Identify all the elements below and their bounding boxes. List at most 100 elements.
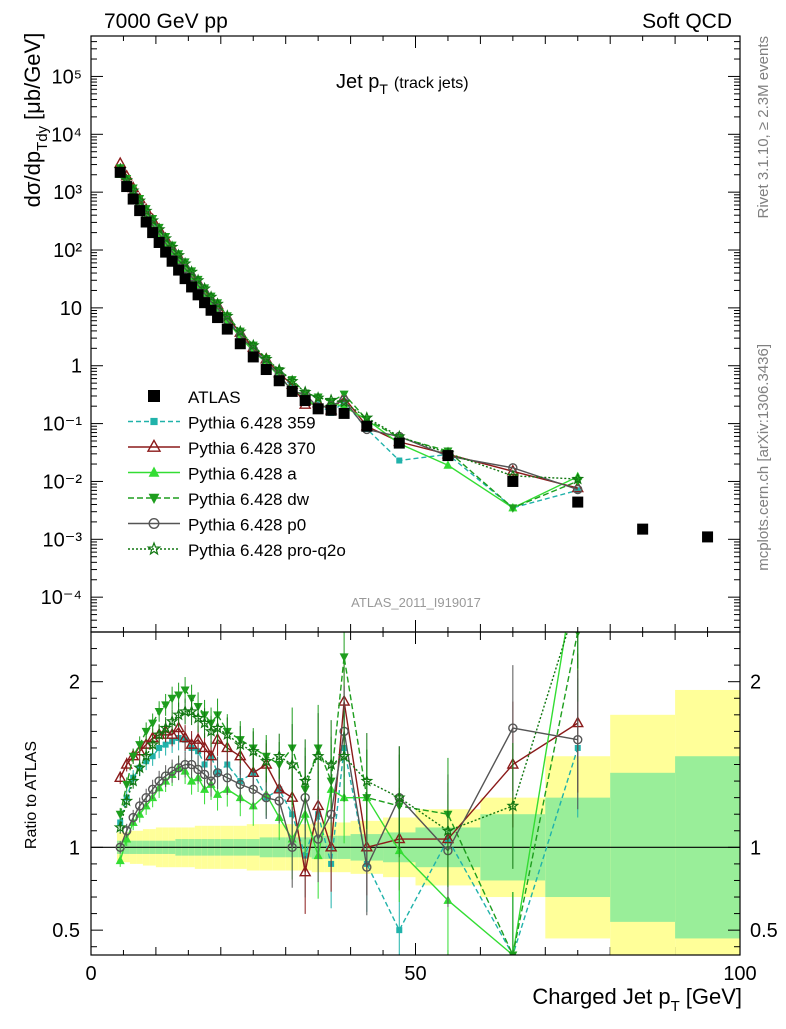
series-pq2o-point [337,395,351,408]
series-pq2o-ratio-point [191,711,205,724]
main-panel: 10⁻⁴ 10⁻³ 10⁻² 10⁻¹ 1 10 10² 10³ 10⁴ 10⁵ [41,35,741,955]
series-pp0-ratio-point [186,759,197,770]
header-right: Soft QCD [642,10,732,33]
series-pq2o-line [119,169,578,480]
series-pp0-ratio-point [222,773,232,783]
series-pq2o-ratio-point [246,744,260,757]
series-pa-ratio-point [573,552,582,561]
series-pp0-ratio-point [206,776,216,786]
series-pdw-ratio-point [141,727,151,737]
series-pq2o-ratio-point [337,749,351,762]
data-point [212,312,224,324]
series-pq2o-ratio-point [573,594,583,603]
series-pq2o-point [324,393,338,406]
legend-label-pp0: Pythia 6.428 p0 [188,516,306,535]
series-pdw-ratio-point [154,708,164,717]
ratio-y-tick-label-left: 1 [69,837,80,859]
ratio-plot-area [113,552,584,955]
series-pq2o-ratio-point [360,774,374,787]
series-pdw-ratio-point [180,686,190,695]
series-pq2o-ratio-point [126,774,140,787]
data-point [186,281,198,293]
series-pdw-ratio-point [161,701,171,710]
data-point [361,420,373,432]
y-tick-label: 10⁵ [51,66,82,88]
series-pq2o-ratio-point [113,820,127,833]
data-point [199,297,211,309]
data-point [121,181,133,193]
data-point [140,216,152,228]
series-p370-ratio-point [114,770,127,782]
ratio-panel: 0 50 100 0.5 0.5 1 1 2 2 [52,552,778,985]
series-pp0-line [119,172,578,491]
series-pdw-ratio-point [122,780,132,790]
series-pq2o-ratio-point [165,714,179,727]
series-pp0-ratio-point [193,764,203,775]
series-pq2o-point [211,297,224,310]
main-title: Jet pT (track jets) [336,71,469,97]
series-p370-ratio-point [198,741,211,753]
series-pq2o-point [272,362,286,376]
series-pp0-ratio-point [508,723,518,733]
series-pdw-ratio-point [148,719,158,729]
x-tick-label: 100 [723,963,756,985]
data-point [160,246,172,258]
series-pdw-point [508,504,518,513]
series-pa-ratio-point [187,776,197,785]
legend: ATLAS Pythia 6.428 359 Pythia 6.428 370 Pyt… [128,388,346,560]
legend-label-pdw: Pythia 6.428 dw [188,490,310,509]
series-pq2o-point [159,231,173,244]
legend-label-data: ATLAS [188,388,241,407]
x-tick-label: 0 [85,963,96,985]
series-pp0-ratio-point [261,792,271,803]
series-pdw-ratio-point [174,691,184,700]
series-pp0-ratio-point [180,759,190,770]
series-pq2o-ratio-point [298,774,312,787]
series-pq2o-ratio-point [259,754,273,767]
y-tick-label: 10⁻⁴ [41,587,82,609]
legend-marker-p370 [146,438,162,452]
rivet-label: Rivet 3.1.10, ≥ 2.3M events [755,36,772,219]
series-pdw-point [339,390,349,400]
series-pq2o-ratio-point [272,749,286,762]
data-point [205,304,217,316]
series-pq2o-point [185,265,199,278]
data-point [192,289,204,301]
y-tick-label: 10⁻¹ [43,414,83,436]
analysis-id: ATLAS_2011_I919017 [351,595,481,610]
series-pp0-ratio-point [573,734,583,745]
series-pq2o-ratio-point [506,799,520,812]
series-p370-ratio-point [120,757,133,769]
series-pq2o-ratio-point [285,757,299,771]
series-pp0-ratio-point [147,784,158,795]
series-pdw-ratio-point [508,951,518,955]
series-pp0-ratio-point [248,784,258,795]
series-pp0-ratio-point [313,834,323,844]
series-pp0-ratio-point [128,812,138,823]
series-pq2o-ratio-point [172,708,186,721]
mcplots-label: mcplots.cern.ch [arXiv:1306.3436] [755,344,772,571]
data-point [179,273,191,285]
series-pq2o-ratio-point [133,761,146,774]
series-pdw-ratio-point [128,752,138,762]
series-pq2o-point [198,281,211,295]
legend-marker-pq2o [146,541,162,556]
series-pq2o-point [172,248,186,261]
data-point [338,407,350,419]
series-pp0-ratio-point [274,796,284,806]
series-pdw-ratio-point [135,741,145,750]
series-pp0-ratio-point [115,842,125,853]
series-pq2o-point [220,309,234,322]
y-tick-label: 10 [60,298,82,320]
series-pq2o-point [178,256,192,269]
data-point [234,338,246,350]
data-point [507,475,519,487]
series-pdw-ratio-point [339,653,349,662]
series-pp0-ratio-point [199,769,210,780]
legend-marker-pp0 [148,518,160,530]
y-tick-label: 10³ [53,182,82,204]
data-point [114,166,126,178]
data-point [260,364,272,376]
series-pa-point [443,460,453,469]
